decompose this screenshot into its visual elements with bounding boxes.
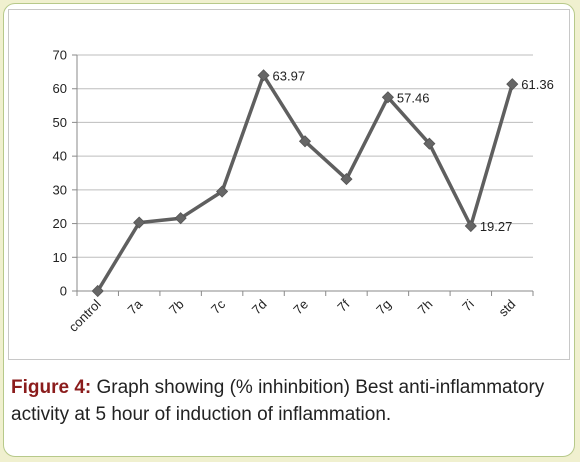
- gridlines: [77, 54, 533, 258]
- chart-area: 0 10 20 30 40 50 60 70 control 7a 7b 7c 7d 7e 7f 7g 7h 7…: [8, 9, 570, 360]
- data-marker: [340, 173, 353, 186]
- y-tick-label: 20: [53, 216, 67, 231]
- data-label: 19.27: [480, 219, 513, 234]
- data-marker: [216, 185, 229, 198]
- data-label: 57.46: [397, 90, 430, 105]
- x-tick-label: control: [66, 296, 104, 334]
- line-chart: 0 10 20 30 40 50 60 70 control 7a 7b 7c 7d 7e 7f 7g 7h 7…: [53, 48, 554, 335]
- x-tick-label: 7h: [415, 297, 436, 318]
- data-marker: [298, 135, 312, 148]
- x-tick-label: 7f: [334, 296, 353, 315]
- figure-caption: Figure 4: Graph showing (% inhinbition) …: [11, 374, 571, 428]
- caption-text: Graph showing (% inhinbition) Best anti-…: [11, 377, 545, 425]
- x-tick-labels: control 7a 7b 7c 7d 7e 7f 7g 7h 7i std: [66, 296, 519, 335]
- y-tick-label: 70: [53, 48, 67, 63]
- axes: [72, 54, 534, 296]
- data-label: 61.36: [521, 77, 554, 92]
- y-tick-label: 50: [53, 115, 67, 130]
- x-tick-label: 7b: [166, 297, 187, 318]
- data-marker: [464, 219, 477, 233]
- y-tick-label: 60: [53, 81, 67, 96]
- x-tick-label: 7g: [373, 297, 394, 318]
- x-tick-label: std: [496, 297, 519, 320]
- data-labels: 63.97 57.46 19.27 61.36: [273, 68, 554, 234]
- data-marker: [91, 284, 104, 298]
- x-tick-label: 7a: [124, 296, 145, 317]
- data-marker: [174, 212, 187, 225]
- y-tick-label: 40: [53, 149, 67, 164]
- data-marker: [257, 69, 270, 82]
- y-tick-label: 0: [60, 284, 67, 299]
- figure-frame: 0 10 20 30 40 50 60 70 control 7a 7b 7c 7d 7e 7f 7g 7h 7…: [3, 3, 575, 457]
- x-tick-label: 7c: [208, 296, 229, 317]
- y-tick-label: 30: [53, 182, 67, 197]
- x-tick-label: 7i: [459, 296, 477, 314]
- y-tick-labels: 0 10 20 30 40 50 60 70: [53, 48, 67, 299]
- caption-label: Figure 4:: [11, 377, 92, 398]
- series-line: [96, 73, 514, 292]
- x-tick-label: 7e: [290, 297, 311, 318]
- x-tick-label: 7d: [249, 297, 270, 318]
- data-marker: [423, 137, 436, 150]
- data-marker: [133, 216, 146, 229]
- data-marker: [506, 78, 519, 91]
- y-tick-label: 10: [53, 250, 67, 265]
- data-markers: [91, 69, 519, 298]
- data-label: 63.97: [273, 68, 306, 83]
- data-marker: [381, 91, 394, 104]
